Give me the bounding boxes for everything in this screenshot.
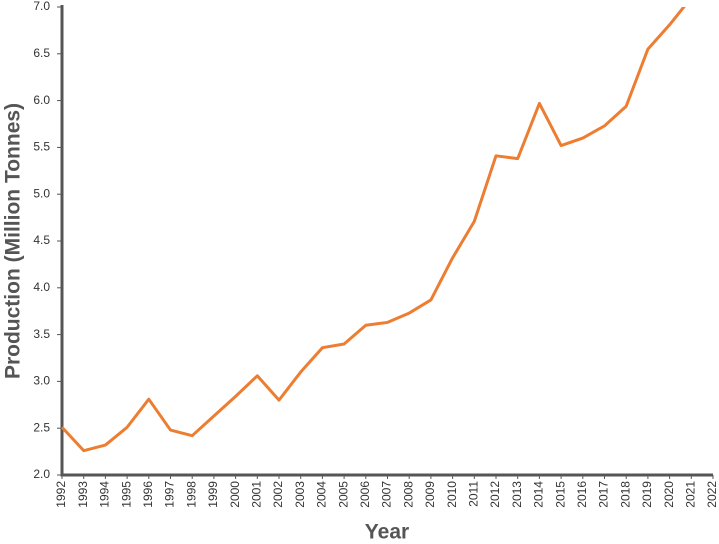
x-tick-label: 2011 (466, 481, 480, 507)
x-tick-label: 2015 (553, 481, 567, 508)
y-tick-label: 6.5 (33, 46, 50, 60)
x-tick-label: 2007 (380, 481, 394, 508)
x-tick-label: 2019 (640, 481, 654, 508)
y-tick-label: 7.0 (33, 0, 50, 13)
x-tick-label: 1995 (119, 481, 133, 508)
x-tick-label: 2018 (618, 481, 632, 508)
x-axis-title: Year (365, 521, 409, 544)
y-tick-label: 2.0 (33, 467, 50, 481)
x-tick-label: 2000 (228, 481, 242, 508)
x-tick-label: 2016 (575, 481, 589, 508)
y-tick-label: 3.5 (33, 327, 50, 341)
x-tick-label: 2017 (597, 481, 611, 508)
y-tick-label: 2.5 (33, 420, 50, 434)
y-tick-label: 5.0 (33, 186, 50, 200)
x-tick-label: 2001 (249, 481, 263, 508)
x-tick-label: 2010 (445, 481, 459, 508)
x-tick-label: 2012 (488, 481, 502, 508)
x-tick-label: 2004 (315, 481, 329, 508)
x-tick-label: 2020 (662, 481, 676, 508)
x-tick-label: 1998 (184, 481, 198, 508)
x-tick-label: 2008 (401, 481, 415, 508)
y-axis-title: Production (Million Tonnes) (2, 103, 25, 379)
x-tick-label: 2002 (271, 481, 285, 508)
y-tick-label: 3.0 (33, 374, 50, 388)
y-tick-label: 4.0 (33, 280, 50, 294)
x-tick-label: 1992 (54, 481, 68, 508)
y-tick-label: 4.5 (33, 233, 50, 247)
x-tick-label: 2022 (705, 481, 719, 508)
x-tick-label: 2009 (423, 481, 437, 508)
data-line (60, 7, 686, 453)
x-tick-label: 2014 (532, 481, 546, 508)
y-tick-label: 6.0 (33, 93, 50, 107)
x-tick-label: 1999 (206, 481, 220, 508)
x-tick-label: 1994 (98, 481, 112, 508)
x-tick-label: 2003 (293, 481, 307, 508)
x-tick-label: 2005 (336, 481, 350, 508)
x-tick-label: 1996 (141, 481, 155, 508)
x-tick-label: 1993 (76, 481, 90, 508)
y-tick-label: 5.5 (33, 140, 50, 154)
x-tick-label: 2013 (510, 481, 524, 508)
x-tick-label: 1997 (163, 481, 177, 508)
x-tick-label: 2021 (683, 481, 697, 508)
x-tick-label: 2006 (358, 481, 372, 508)
